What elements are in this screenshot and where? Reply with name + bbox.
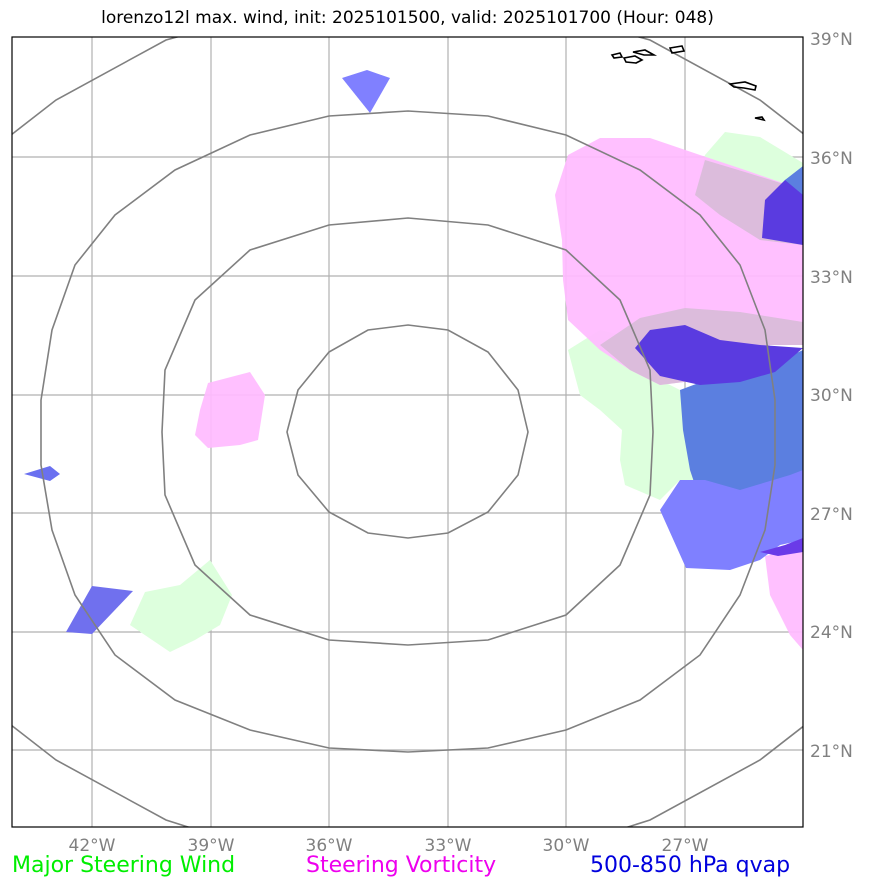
lat-label-24n: 24°N (810, 623, 853, 643)
gridlines (12, 37, 803, 827)
range-ring-1 (286, 324, 529, 539)
range-rings (12, 37, 803, 827)
island-4 (668, 45, 686, 54)
lon-label-27w: 27°W (662, 836, 709, 856)
lat-label-21n: 21°N (810, 742, 853, 762)
legend-steering-wind: Major Steering Wind (12, 853, 236, 878)
longitude-labels: 42°W 39°W 36°W 33°W 30°W 27°W (69, 836, 709, 856)
qvap-area-southeast-dark (760, 538, 803, 556)
steering-vorticity-area-center (195, 372, 265, 448)
legend-qvap: 500-850 hPa qvap (590, 853, 791, 878)
lon-label-33w: 33°W (425, 836, 472, 856)
lon-label-39w: 39°W (188, 836, 235, 856)
qvap-area-northeast-mid (785, 166, 803, 195)
qvap-area-southwest (66, 586, 133, 634)
qvap-area-north (342, 70, 390, 113)
qvap-area-northeast-dark (762, 170, 803, 245)
steering-vorticity-area-southeast (765, 548, 803, 650)
lon-label-30w: 30°W (543, 836, 590, 856)
lon-label-42w: 42°W (69, 836, 116, 856)
islands (610, 45, 766, 122)
lat-label-36n: 36°N (810, 149, 853, 169)
island-6 (754, 116, 766, 122)
island-1 (610, 52, 624, 59)
map-frame (11, 36, 804, 828)
legend-steering-vorticity: Steering Vorticity (306, 853, 497, 878)
island-2 (622, 55, 644, 64)
island-3 (632, 49, 658, 56)
latitude-labels: 39°N 36°N 33°N 30°N 27°N 24°N 21°N (810, 30, 853, 762)
lat-label-39n: 39°N (810, 30, 853, 50)
range-ring-2 (161, 217, 654, 646)
lon-label-36w: 36°W (306, 836, 353, 856)
qvap-area-east-mid (680, 350, 803, 520)
range-ring-3 (40, 110, 776, 753)
chart-title: lorenzo12l max. wind, init: 2025101500, … (101, 8, 714, 28)
lat-label-27n: 27°N (810, 505, 853, 525)
qvap-area-east-dark (635, 325, 803, 385)
island-5 (727, 81, 757, 91)
qvap-areas (24, 70, 803, 634)
map-plot-area (12, 37, 803, 827)
lat-label-33n: 33°N (810, 268, 853, 288)
qvap-area-east-lower (660, 470, 803, 570)
steering-wind-area-southwest (130, 560, 232, 652)
lat-label-30n: 30°N (810, 386, 853, 406)
